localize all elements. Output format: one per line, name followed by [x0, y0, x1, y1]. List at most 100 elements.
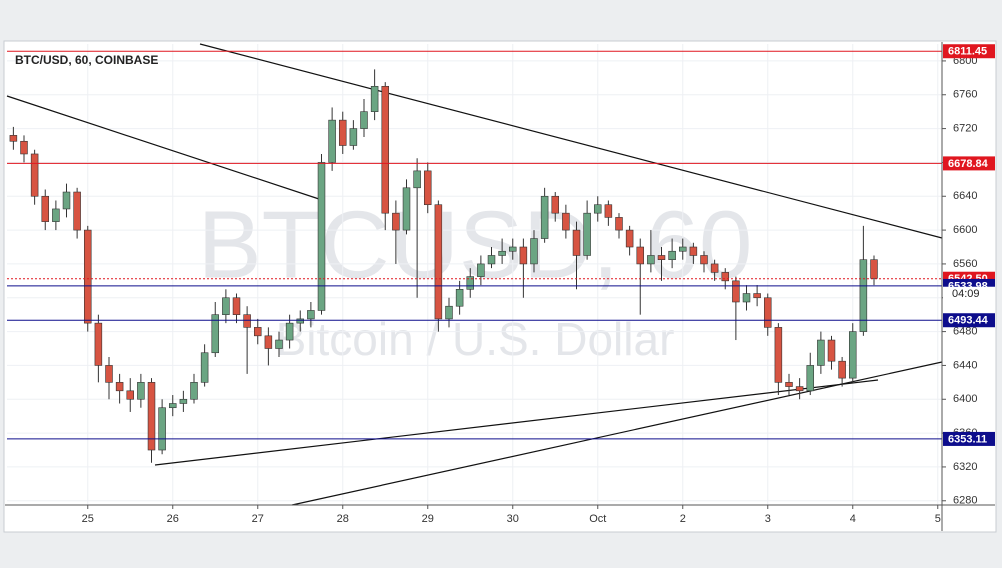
candle-body [721, 272, 730, 282]
candle-body [179, 398, 188, 404]
x-tick-label: 30 [507, 513, 519, 525]
candle-body [657, 255, 666, 260]
x-tick-label: 28 [337, 513, 349, 525]
candle-body [285, 322, 294, 341]
candle-body [668, 250, 676, 260]
candle-body [859, 259, 868, 332]
candle-body [20, 140, 28, 155]
candle-body [615, 217, 623, 231]
candle-body [508, 246, 517, 252]
candle-body [827, 339, 836, 362]
candle-body [583, 212, 591, 256]
candle-body [413, 170, 421, 189]
candle-body [126, 390, 135, 400]
y-tick-label: 6320 [953, 461, 977, 473]
candle-body [636, 246, 645, 265]
candle-body [434, 204, 443, 320]
level-label: 6493.44 [948, 315, 989, 327]
candle-body [105, 365, 113, 383]
candle-body [222, 297, 230, 315]
trend-lines [6, 43, 943, 506]
candle-body [158, 407, 166, 451]
trend-line [291, 361, 943, 506]
levels [7, 50, 942, 440]
x-tick-label: 26 [167, 513, 179, 525]
candle-body [41, 195, 50, 222]
candle-body [243, 314, 251, 328]
candle-body [328, 119, 336, 163]
candle-body [147, 382, 156, 451]
y-tick-label: 6760 [953, 89, 977, 101]
candle-body [73, 191, 81, 231]
y-tick-label: 6640 [953, 190, 977, 202]
x-tick-label: 25 [82, 513, 94, 525]
candle-body [806, 365, 815, 392]
candle-body [168, 403, 177, 409]
candle-body [423, 170, 432, 206]
x-tick-label: 29 [422, 513, 434, 525]
candle-body [52, 208, 60, 222]
level-label-box [943, 44, 995, 59]
countdown: 04:09 [952, 288, 980, 300]
candle-body [647, 255, 655, 265]
candle-body [742, 293, 751, 303]
level-label-box [943, 156, 995, 171]
candle-body [307, 310, 315, 320]
candle-body [370, 85, 379, 112]
candle-body [62, 191, 71, 210]
candle-body [519, 246, 528, 265]
candle-body [678, 246, 687, 252]
x-tick-label: 4 [850, 513, 856, 525]
candle-body [700, 255, 708, 265]
candle-body [848, 331, 857, 379]
y-tick-label: 6600 [953, 224, 977, 236]
y-tick-label: 6400 [953, 393, 977, 405]
candle-body [115, 382, 124, 392]
candle-body [689, 246, 698, 256]
candle-body [753, 293, 761, 299]
candle-body [795, 386, 804, 392]
candle-body [455, 289, 464, 307]
chart-title: BTC/USD, 60, COINBASE [15, 53, 158, 67]
candle-body [402, 187, 411, 231]
candle-body [487, 255, 496, 265]
candle-body [625, 229, 634, 248]
candle-body [870, 259, 878, 279]
level-label: 6678.84 [948, 158, 989, 170]
candle-body [763, 297, 772, 328]
candles [9, 69, 878, 463]
candle-body [9, 135, 18, 142]
candle-body [392, 212, 400, 231]
trend-line [6, 95, 323, 201]
x-tick-label: 5 [935, 513, 941, 525]
watermark-description: Bitcoin / U.S. Dollar [276, 313, 675, 365]
x-tick-label: 3 [765, 513, 771, 525]
candle-body [445, 305, 453, 320]
candle-body [317, 162, 326, 311]
y-tick-label: 6480 [953, 326, 977, 338]
candle-body [551, 195, 560, 214]
x-tick-label: Oct [589, 513, 606, 525]
candle-body [253, 327, 262, 337]
candle-body [732, 280, 740, 303]
candle-body [137, 382, 145, 400]
candle-body [232, 297, 241, 315]
candle-body [774, 327, 783, 383]
candle-body [466, 276, 475, 290]
candle-body [211, 314, 220, 354]
candle-body [562, 212, 570, 231]
x-tick-label: 2 [680, 513, 686, 525]
candle-body [530, 238, 538, 265]
candle-body [593, 204, 602, 214]
candle-body [710, 263, 719, 273]
y-tick-label: 6440 [953, 359, 977, 371]
candle-body [360, 111, 368, 129]
candle-body [604, 204, 613, 218]
level-label: 6811.45 [948, 46, 987, 58]
y-tick-label: 6560 [953, 258, 977, 270]
candle-body [540, 195, 549, 239]
candle-body [83, 229, 92, 324]
candle-body [477, 263, 485, 277]
